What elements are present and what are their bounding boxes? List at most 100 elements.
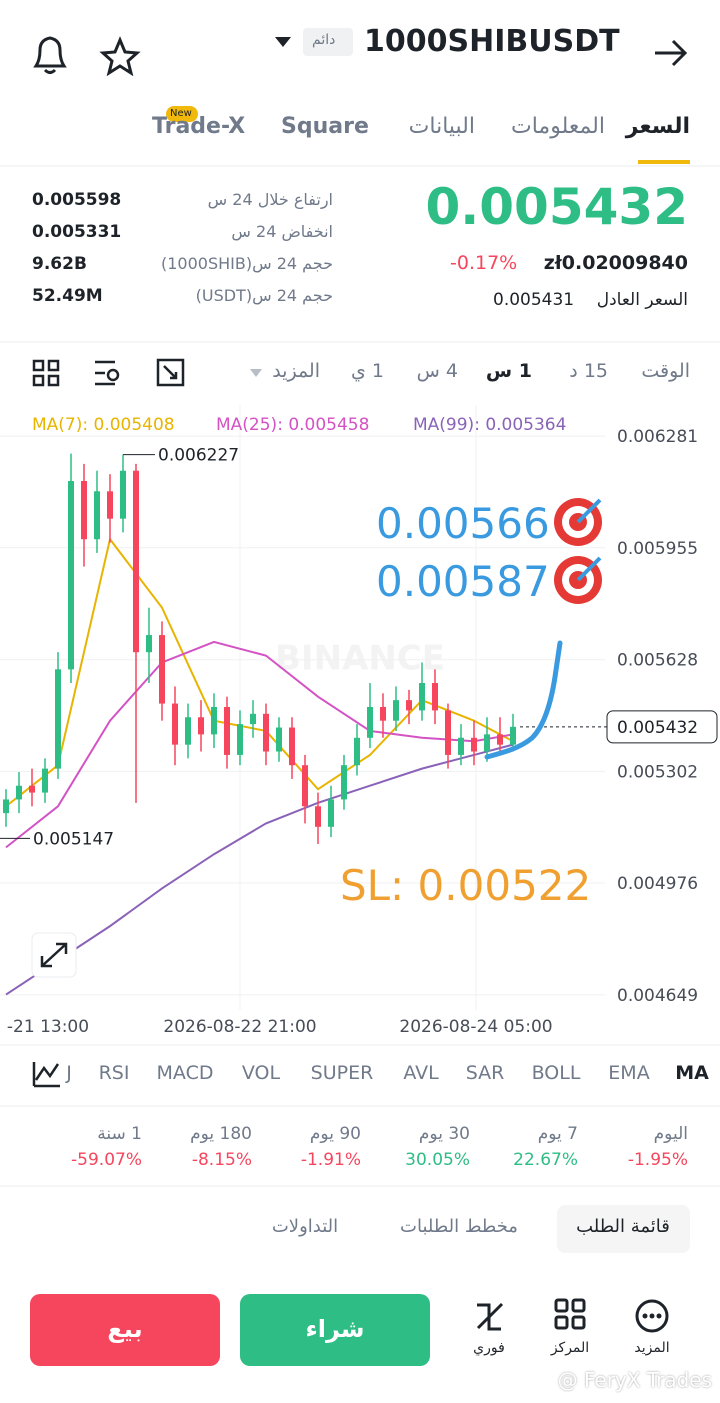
candle-body	[172, 703, 178, 745]
star-icon[interactable]	[99, 36, 141, 77]
candle-body	[302, 765, 308, 807]
perf-label: 180 يوم	[190, 1124, 252, 1144]
candle-body	[16, 785, 22, 800]
buy-button[interactable]	[240, 1294, 430, 1366]
watermark: @ FeryX Trades	[557, 1368, 712, 1392]
ma-legend: MA(99): 0.005364	[413, 415, 566, 435]
x-tick-label: 2026-08-22 21:00	[163, 1017, 316, 1037]
candle-body	[380, 706, 386, 721]
candle-body	[341, 765, 347, 800]
candle-body	[224, 706, 230, 755]
symbol: 1000SHIBUSDT	[364, 24, 620, 59]
indicator[interactable]: SUPER	[310, 1062, 374, 1084]
candle-body	[354, 737, 360, 766]
price-change: -0.17%	[450, 252, 518, 274]
stat-value: 0.005331	[32, 222, 122, 242]
y-tick-label: 0.005955	[617, 539, 698, 559]
candle-body	[81, 481, 87, 540]
y-tick-label: 0.005628	[617, 651, 698, 671]
indicator[interactable]: SAR	[465, 1062, 505, 1084]
order-tab[interactable]: مخطط الطلبات	[400, 1216, 518, 1237]
last-price: 0.005432	[425, 178, 688, 236]
tab[interactable]: المعلومات	[511, 114, 605, 139]
order-tab[interactable]: قائمة الطلب	[576, 1216, 670, 1237]
y-tick-label: 0.004649	[617, 986, 698, 1006]
candle-body	[159, 635, 165, 704]
indicator[interactable]: J	[66, 1062, 72, 1084]
candle-body	[497, 734, 503, 745]
timeframe[interactable]: الوقت	[641, 360, 690, 382]
nav-label[interactable]: فوري	[473, 1340, 505, 1356]
ma-legend: MA(25): 0.005458	[216, 415, 369, 435]
timeframe[interactable]: 4 س	[416, 360, 458, 382]
stat-value: 52.49M	[32, 286, 103, 306]
tab[interactable]: السعر	[625, 114, 690, 139]
indicator[interactable]: BOLL	[531, 1062, 581, 1084]
low-label: 0.005147	[33, 829, 114, 849]
perf-value: 59.07%-	[71, 1150, 142, 1170]
y-tick-label: 0.005302	[617, 762, 698, 782]
indicator[interactable]: EMA	[608, 1062, 650, 1084]
timeframe[interactable]: المزيد	[272, 360, 320, 382]
nav-label[interactable]: المركز	[550, 1340, 590, 1356]
nav-label[interactable]: المزيد	[634, 1340, 670, 1356]
chart-watermark: BINANCE	[275, 638, 445, 678]
y-tick-label: 0.004976	[617, 874, 698, 894]
candle-body	[445, 710, 451, 755]
candle-body	[315, 806, 321, 827]
tab[interactable]: Trade-X	[152, 114, 246, 139]
tab-underline	[638, 160, 690, 164]
indicator[interactable]: MA	[675, 1062, 709, 1084]
stat-value: 9.62B	[32, 254, 87, 274]
stat-label: حجم 24 س(1000SHIB)	[160, 254, 333, 273]
stat-label: انخفاض 24 س	[231, 222, 333, 241]
candle-body	[133, 470, 139, 653]
more-caret	[250, 369, 262, 377]
sell-button[interactable]	[30, 1294, 220, 1366]
x-tick-label: 2026-08-24 05:00	[399, 1017, 552, 1037]
chart: BINANCE 0.006281 0.005955 0.005628 0.005302 0…	[0, 415, 718, 1037]
indicator-icon[interactable]	[32, 1062, 60, 1088]
toolbar-icons[interactable]	[32, 358, 185, 387]
timeframe[interactable]: 15 د	[569, 360, 608, 382]
candle-body	[289, 727, 295, 766]
tab[interactable]: البيانات	[408, 114, 475, 139]
nav-icons[interactable]	[476, 1298, 669, 1333]
candle-body	[432, 683, 438, 711]
order-tab-pill	[557, 1205, 690, 1253]
candle-body	[94, 491, 100, 540]
ma-line	[5, 743, 514, 996]
perf-value: 22.67%	[513, 1150, 578, 1170]
timeframe[interactable]: 1 س	[485, 360, 532, 382]
indicator[interactable]: MACD	[156, 1062, 214, 1084]
candle-body	[367, 706, 373, 738]
timeframe[interactable]: 1 ي	[350, 360, 384, 382]
order-tab[interactable]: التداولات	[271, 1216, 339, 1237]
arrow-icon[interactable]	[655, 39, 688, 67]
candle-body	[198, 717, 204, 735]
last-price-label: 0.005432	[617, 718, 698, 738]
candle-body	[276, 727, 282, 752]
ma-line	[5, 640, 514, 849]
sell-label: بيع	[107, 1315, 143, 1343]
fair-price: 0.005431	[493, 290, 575, 310]
candle-body	[185, 717, 191, 745]
candle-body	[250, 713, 256, 725]
candle-body	[42, 768, 48, 793]
candle-body	[55, 669, 61, 769]
target-icon	[554, 498, 602, 546]
bell-icon[interactable]	[33, 36, 67, 74]
candle-body	[107, 491, 113, 519]
dropdown-icon[interactable]	[275, 37, 291, 47]
indicator[interactable]: RSI	[98, 1062, 130, 1084]
indicator[interactable]: AVL	[403, 1062, 439, 1084]
indicator[interactable]: VOL	[241, 1062, 281, 1084]
tab[interactable]: Square	[281, 114, 369, 139]
contract-badge: دائم	[312, 32, 336, 48]
candle-body	[29, 785, 35, 793]
perf-label: 7 يوم	[537, 1124, 578, 1144]
candle-body	[146, 635, 152, 653]
perf-value: 1.91%-	[300, 1150, 361, 1170]
